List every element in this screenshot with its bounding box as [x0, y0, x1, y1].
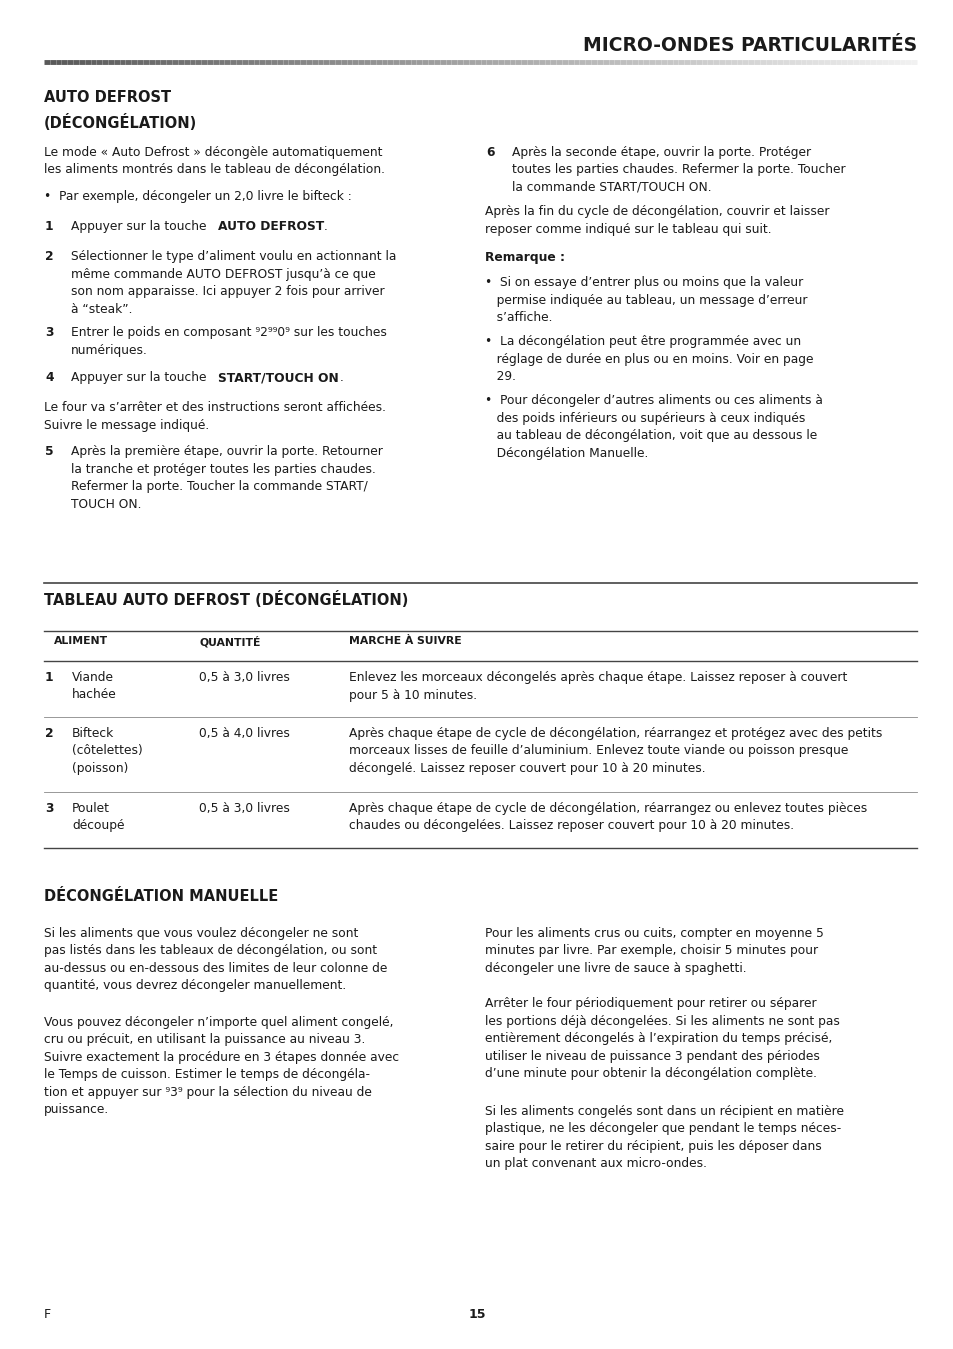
Text: 5: 5 — [45, 445, 53, 459]
Text: Après chaque étape de cycle de décongélation, réarrangez et protégez avec des pe: Après chaque étape de cycle de décongéla… — [349, 727, 882, 774]
Text: 1: 1 — [45, 670, 53, 684]
Text: TABLEAU AUTO DEFROST (DÉCONGÉLATION): TABLEAU AUTO DEFROST (DÉCONGÉLATION) — [44, 591, 408, 608]
Text: 2: 2 — [45, 250, 53, 263]
Text: DÉCONGÉLATION MANUELLE: DÉCONGÉLATION MANUELLE — [44, 889, 278, 904]
Text: Vous pouvez décongeler n’importe quel aliment congelé,
cru ou précuit, en utilis: Vous pouvez décongeler n’importe quel al… — [44, 1016, 398, 1117]
Text: .: . — [339, 371, 343, 384]
Text: .: . — [324, 220, 328, 233]
Text: Remarque :: Remarque : — [484, 251, 564, 264]
Text: 0,5 à 3,0 livres: 0,5 à 3,0 livres — [199, 670, 290, 684]
Text: 3: 3 — [45, 326, 53, 339]
Text: Enlevez les morceaux décongelés après chaque étape. Laissez reposer à couvert
po: Enlevez les morceaux décongelés après ch… — [349, 670, 846, 701]
Text: Après la première étape, ouvrir la porte. Retourner
la tranche et protéger toute: Après la première étape, ouvrir la porte… — [71, 445, 382, 510]
Text: START/TOUCH ON: START/TOUCH ON — [218, 371, 338, 384]
Text: Entrer le poids en composant ⁹2⁹⁹0⁹ sur les touches
numériques.: Entrer le poids en composant ⁹2⁹⁹0⁹ sur … — [71, 326, 387, 356]
Text: 0,5 à 4,0 livres: 0,5 à 4,0 livres — [199, 727, 290, 741]
Text: 15: 15 — [468, 1309, 485, 1321]
Text: 1: 1 — [45, 220, 53, 233]
Text: Le mode « Auto Defrost » décongèle automatiquement
les aliments montrés dans le : Le mode « Auto Defrost » décongèle autom… — [44, 146, 385, 177]
Text: 0,5 à 3,0 livres: 0,5 à 3,0 livres — [199, 803, 290, 815]
Text: MICRO-ONDES PARTICULARITÉS: MICRO-ONDES PARTICULARITÉS — [582, 36, 916, 55]
Text: Sélectionner le type d’aliment voulu en actionnant la
même commande AUTO DEFROST: Sélectionner le type d’aliment voulu en … — [71, 250, 395, 316]
Text: MARCHE À SUIVRE: MARCHE À SUIVRE — [349, 635, 461, 646]
Text: Après la fin du cycle de décongélation, couvrir et laisser
reposer comme indiqué: Après la fin du cycle de décongélation, … — [484, 205, 828, 236]
Text: (DÉCONGÉLATION): (DÉCONGÉLATION) — [44, 113, 197, 131]
Text: Si les aliments congelés sont dans un récipient en matière
plastique, ne les déc: Si les aliments congelés sont dans un ré… — [484, 1105, 843, 1170]
Text: ALIMENT: ALIMENT — [54, 635, 108, 646]
Text: AUTO DEFROST: AUTO DEFROST — [44, 90, 171, 105]
Text: Après la seconde étape, ouvrir la porte. Protéger
toutes les parties chaudes. Re: Après la seconde étape, ouvrir la porte.… — [512, 146, 844, 194]
Text: QUANTITÉ: QUANTITÉ — [199, 635, 260, 648]
Text: Viande
hachée: Viande hachée — [71, 670, 116, 701]
Text: Pour les aliments crus ou cuits, compter en moyenne 5
minutes par livre. Par exe: Pour les aliments crus ou cuits, compter… — [484, 927, 823, 975]
Text: 3: 3 — [45, 803, 53, 815]
Text: Appuyer sur la touche: Appuyer sur la touche — [71, 220, 211, 233]
Text: •  Par exemple, décongeler un 2,0 livre le bifteck :: • Par exemple, décongeler un 2,0 livre l… — [44, 190, 352, 202]
Text: AUTO DEFROST: AUTO DEFROST — [218, 220, 324, 233]
Text: Arrêter le four périodiquement pour retirer ou séparer
les portions déjà déconge: Arrêter le four périodiquement pour reti… — [484, 997, 839, 1081]
Text: 6: 6 — [485, 146, 494, 159]
Text: Appuyer sur la touche: Appuyer sur la touche — [71, 371, 211, 384]
Text: Si les aliments que vous voulez décongeler ne sont
pas listés dans les tableaux : Si les aliments que vous voulez décongel… — [44, 927, 387, 993]
Text: Le four va s’arrêter et des instructions seront affichées.
Suivre le message ind: Le four va s’arrêter et des instructions… — [44, 401, 386, 432]
Text: Après chaque étape de cycle de décongélation, réarrangez ou enlevez toutes pièce: Après chaque étape de cycle de décongéla… — [349, 803, 866, 832]
Text: •  Si on essaye d’entrer plus ou moins que la valeur
   permise indiquée au tabl: • Si on essaye d’entrer plus ou moins qu… — [484, 277, 806, 324]
Text: •  Pour décongeler d’autres aliments ou ces aliments à
   des poids inférieurs o: • Pour décongeler d’autres aliments ou c… — [484, 394, 822, 460]
Text: Bifteck
(côtelettes)
(poisson): Bifteck (côtelettes) (poisson) — [71, 727, 143, 774]
Text: F: F — [44, 1309, 51, 1321]
Text: 2: 2 — [45, 727, 53, 741]
Text: 4: 4 — [45, 371, 53, 384]
Text: •  La décongélation peut être programmée avec un
   réglage de durée en plus ou : • La décongélation peut être programmée … — [484, 335, 813, 383]
Text: Poulet
découpé: Poulet découpé — [71, 803, 125, 832]
